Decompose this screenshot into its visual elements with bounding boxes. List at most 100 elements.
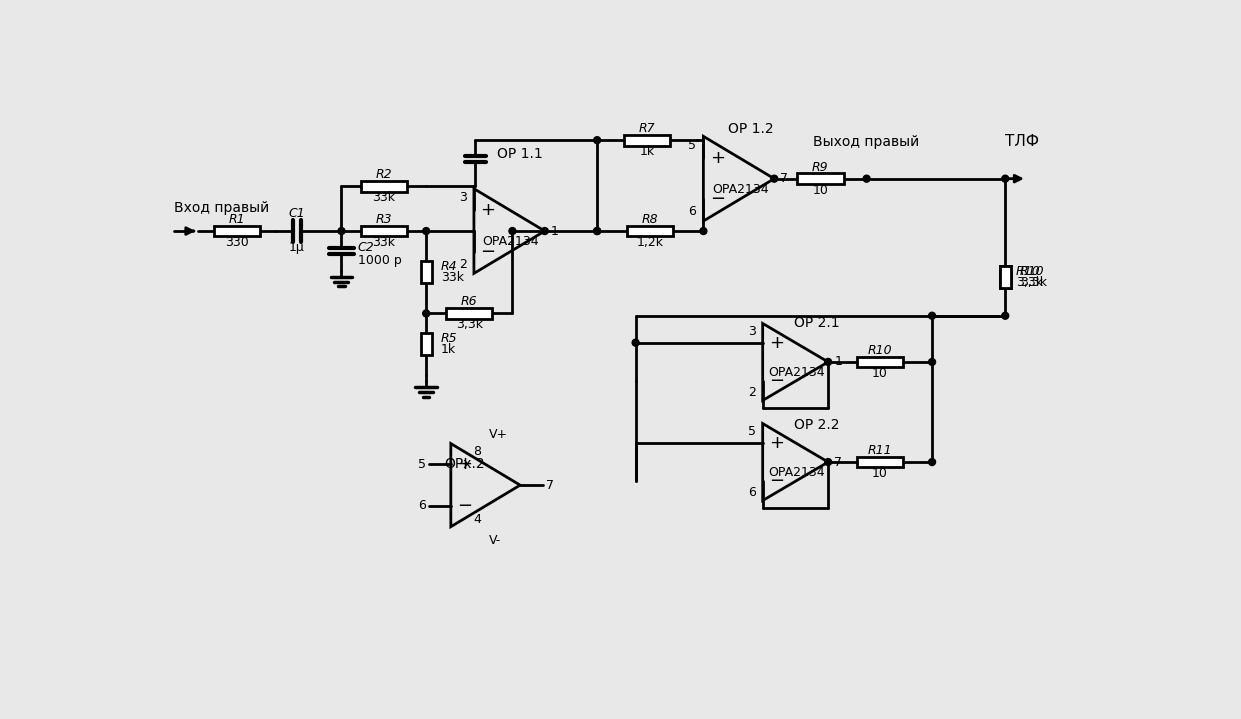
Text: 330: 330 bbox=[225, 236, 248, 249]
Text: 6: 6 bbox=[748, 486, 756, 499]
Text: 33k: 33k bbox=[372, 236, 396, 249]
Circle shape bbox=[338, 228, 345, 234]
Text: 1μ: 1μ bbox=[289, 242, 305, 255]
Circle shape bbox=[509, 228, 516, 234]
Bar bbox=[1000, 267, 1010, 288]
Text: 3: 3 bbox=[748, 325, 756, 338]
Text: OPA2134: OPA2134 bbox=[712, 183, 768, 196]
Text: −: − bbox=[710, 191, 725, 209]
Bar bbox=[361, 181, 407, 192]
Text: OPx.2: OPx.2 bbox=[444, 457, 485, 472]
Text: +: + bbox=[710, 149, 725, 167]
Text: −: − bbox=[769, 472, 784, 490]
Text: OPA2134: OPA2134 bbox=[768, 467, 825, 480]
Circle shape bbox=[771, 175, 778, 182]
Circle shape bbox=[593, 137, 601, 144]
Text: R1: R1 bbox=[228, 213, 244, 226]
Circle shape bbox=[928, 312, 936, 319]
Text: V-: V- bbox=[489, 534, 501, 547]
Text: R11: R11 bbox=[867, 444, 892, 457]
Text: R10: R10 bbox=[867, 344, 892, 357]
Circle shape bbox=[423, 228, 429, 234]
Text: 3,3k: 3,3k bbox=[1020, 276, 1047, 289]
Text: 1000 р: 1000 р bbox=[357, 254, 401, 267]
Text: C2: C2 bbox=[357, 242, 375, 255]
Text: 10: 10 bbox=[872, 367, 889, 380]
Text: R7: R7 bbox=[639, 122, 655, 135]
Text: ОР 2.1: ОР 2.1 bbox=[794, 316, 839, 331]
Bar bbox=[797, 173, 844, 184]
Text: −: − bbox=[480, 243, 495, 261]
Bar bbox=[627, 226, 674, 237]
Text: 2: 2 bbox=[459, 257, 467, 270]
Text: R6: R6 bbox=[460, 296, 478, 308]
Text: R4: R4 bbox=[441, 260, 458, 273]
Text: ОР 1.2: ОР 1.2 bbox=[728, 122, 774, 136]
Text: 3: 3 bbox=[459, 191, 467, 204]
Text: R9: R9 bbox=[812, 160, 829, 173]
Text: Выход правый: Выход правый bbox=[813, 134, 920, 149]
Circle shape bbox=[700, 228, 707, 234]
Circle shape bbox=[825, 359, 831, 365]
Text: 7: 7 bbox=[781, 172, 788, 186]
Circle shape bbox=[1001, 312, 1009, 319]
Bar bbox=[1000, 267, 1010, 288]
Circle shape bbox=[928, 459, 936, 465]
Text: R5: R5 bbox=[441, 332, 458, 345]
Text: 1: 1 bbox=[551, 224, 558, 237]
Text: Вход правый: Вход правый bbox=[174, 201, 269, 215]
Circle shape bbox=[1001, 175, 1009, 182]
Bar bbox=[213, 226, 259, 237]
Text: R2: R2 bbox=[376, 168, 392, 181]
Text: 5: 5 bbox=[748, 425, 756, 438]
Circle shape bbox=[541, 228, 549, 234]
Text: 7: 7 bbox=[546, 479, 555, 492]
Bar bbox=[624, 134, 670, 145]
Text: 2: 2 bbox=[748, 386, 756, 399]
Circle shape bbox=[423, 310, 429, 317]
Circle shape bbox=[825, 459, 831, 465]
Text: R8: R8 bbox=[642, 213, 659, 226]
Text: −: − bbox=[769, 372, 784, 390]
Bar bbox=[421, 261, 432, 283]
Text: 7: 7 bbox=[834, 456, 843, 469]
Circle shape bbox=[632, 339, 639, 346]
Text: ОР 2.2: ОР 2.2 bbox=[794, 418, 839, 432]
Circle shape bbox=[928, 359, 936, 365]
Text: 10: 10 bbox=[872, 467, 889, 480]
Text: 1k: 1k bbox=[441, 343, 455, 356]
Text: ОР 1.1: ОР 1.1 bbox=[498, 147, 544, 161]
Text: OPA2134: OPA2134 bbox=[768, 366, 825, 379]
Text: +: + bbox=[769, 434, 784, 452]
Text: 6: 6 bbox=[689, 206, 696, 219]
Text: ТЛФ: ТЛФ bbox=[1005, 134, 1039, 150]
Circle shape bbox=[593, 228, 601, 234]
Text: +: + bbox=[480, 201, 495, 219]
Text: +: + bbox=[769, 334, 784, 352]
Text: R10: R10 bbox=[1016, 265, 1041, 278]
Text: 5: 5 bbox=[418, 458, 426, 471]
Bar bbox=[361, 226, 407, 237]
Text: 33k: 33k bbox=[372, 191, 396, 204]
Text: 1,2k: 1,2k bbox=[637, 236, 664, 249]
Text: R3: R3 bbox=[376, 213, 392, 226]
Text: R10: R10 bbox=[1020, 265, 1045, 278]
Text: OPA2134: OPA2134 bbox=[483, 235, 539, 248]
Text: 8: 8 bbox=[473, 445, 480, 458]
Text: 4: 4 bbox=[473, 513, 480, 526]
Text: 1: 1 bbox=[834, 355, 843, 368]
Text: 3,3k: 3,3k bbox=[455, 319, 483, 331]
Circle shape bbox=[864, 175, 870, 182]
Text: 6: 6 bbox=[418, 500, 426, 513]
Text: 3,3k: 3,3k bbox=[1016, 276, 1042, 289]
Bar bbox=[858, 457, 903, 467]
Text: V+: V+ bbox=[489, 428, 508, 441]
Circle shape bbox=[593, 228, 601, 234]
Text: 33k: 33k bbox=[441, 271, 464, 284]
Text: 10: 10 bbox=[813, 184, 828, 197]
Bar bbox=[858, 357, 903, 367]
Text: +: + bbox=[457, 455, 472, 473]
Text: 1k: 1k bbox=[639, 145, 655, 158]
Bar bbox=[421, 334, 432, 355]
Text: 5: 5 bbox=[689, 139, 696, 152]
